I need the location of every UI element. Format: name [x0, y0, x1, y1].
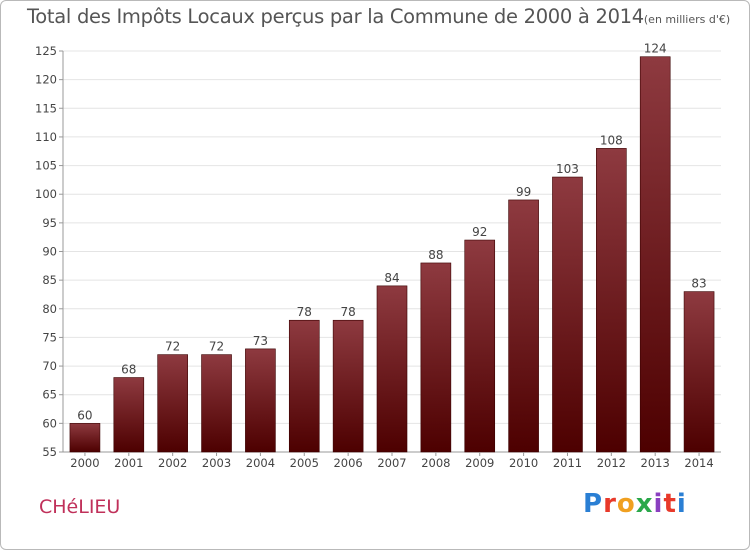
bar [113, 377, 145, 453]
chart-title-block: Total des Impôts Locaux perçus par la Co… [27, 5, 730, 28]
y-tick-label: 85 [42, 273, 57, 287]
bar-value-label: 78 [340, 305, 355, 319]
bar-value-label: 99 [516, 185, 531, 199]
bar [69, 423, 101, 453]
chart-unit: (en milliers d'€) [643, 13, 731, 26]
chart-title: Total des Impôts Locaux perçus par la Co… [27, 5, 644, 28]
x-tick-label: 2013 [641, 456, 670, 470]
y-tick-label: 65 [42, 388, 57, 402]
x-tick-label: 2000 [70, 456, 99, 470]
y-tick-label: 55 [42, 445, 57, 459]
x-tick-label: 2010 [509, 456, 538, 470]
bar-value-label: 68 [121, 363, 136, 377]
y-tick-label: 110 [35, 130, 57, 144]
bar [464, 239, 496, 453]
x-tick-label: 2006 [333, 456, 362, 470]
bar-value-label: 83 [691, 277, 706, 291]
bar [376, 285, 408, 453]
bar [332, 319, 364, 453]
logo-letter: i [653, 489, 664, 519]
y-tick-label: 90 [42, 245, 57, 259]
bar-value-label: 124 [644, 42, 667, 56]
bar-value-label: 72 [209, 340, 224, 354]
x-tick-label: 2004 [246, 456, 275, 470]
logo-letter: o [616, 489, 636, 519]
y-tick-label: 95 [42, 216, 57, 230]
bar-value-label: 73 [253, 334, 268, 348]
logo-letter: t [663, 489, 677, 519]
x-tick-label: 2001 [114, 456, 143, 470]
y-tick-label: 125 [35, 44, 57, 58]
bar-value-label: 72 [165, 340, 180, 354]
logo-letter: r [603, 489, 617, 519]
bar-value-label: 103 [556, 162, 579, 176]
y-tick-label: 105 [35, 159, 57, 173]
bar [596, 148, 627, 453]
bar [201, 354, 232, 453]
y-tick-label: 70 [42, 359, 57, 373]
x-tick-label: 2007 [377, 456, 406, 470]
x-tick-label: 2003 [202, 456, 231, 470]
x-tick-label: 2005 [290, 456, 319, 470]
x-tick-label: 2008 [421, 456, 450, 470]
bar [157, 354, 188, 453]
bar [683, 291, 715, 453]
commune-name: CHéLIEU [39, 496, 121, 518]
bar-value-label: 60 [77, 408, 92, 422]
bar-value-label: 78 [297, 305, 312, 319]
y-tick-label: 120 [35, 73, 57, 87]
y-tick-label: 75 [42, 330, 57, 344]
bar [639, 56, 671, 453]
bar [288, 319, 320, 453]
bar [508, 199, 539, 453]
y-tick-label: 100 [35, 187, 57, 201]
bar-value-label: 88 [428, 248, 443, 262]
y-tick-label: 115 [35, 101, 57, 115]
bar-value-label: 84 [384, 271, 399, 285]
x-tick-label: 2014 [684, 456, 713, 470]
x-tick-label: 2012 [597, 456, 626, 470]
bar [245, 348, 276, 453]
x-tick-label: 2009 [465, 456, 494, 470]
y-tick-label: 80 [42, 302, 57, 316]
x-tick-label: 2011 [553, 456, 582, 470]
x-tick-label: 2002 [158, 456, 187, 470]
logo-letter: x [635, 489, 654, 519]
logo-letter: P [583, 489, 604, 519]
logo-letter: i [676, 489, 687, 519]
bar-value-label: 108 [600, 133, 623, 147]
y-tick-label: 60 [42, 416, 57, 430]
bar [420, 262, 452, 453]
bar-value-label: 92 [472, 225, 487, 239]
proxiti-logo: Proxiti [583, 489, 687, 519]
bar [552, 176, 583, 453]
